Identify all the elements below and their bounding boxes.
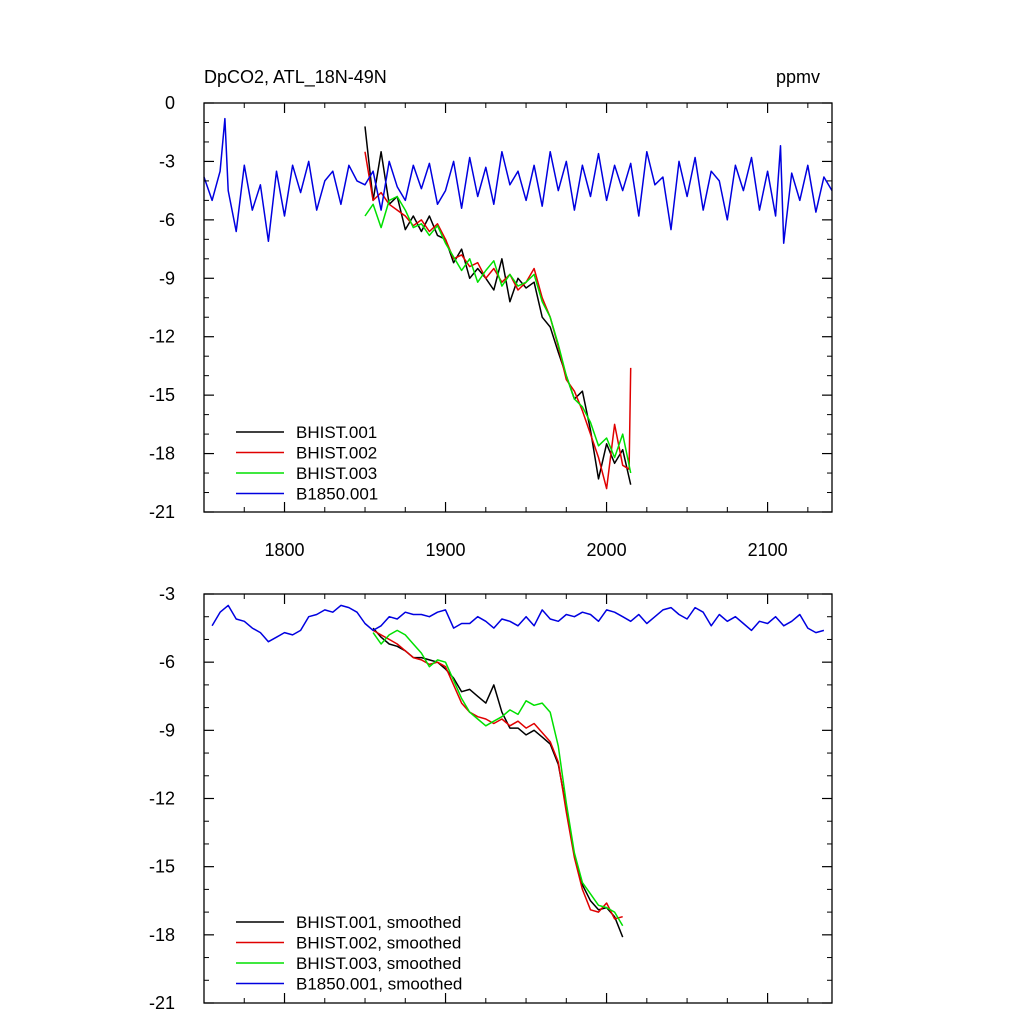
series-layer bbox=[203, 117, 833, 490]
legend-entry-label: BHIST.002, smoothed bbox=[296, 934, 461, 953]
legend-entry-label: B1850.001, smoothed bbox=[296, 975, 462, 994]
legend-entry-label: BHIST.002 bbox=[296, 444, 377, 463]
legend-entry-label: BHIST.003, smoothed bbox=[296, 954, 461, 973]
legend-entry-label: BHIST.003 bbox=[296, 464, 377, 483]
y-tick-label: -6 bbox=[159, 652, 175, 672]
legend-entry-label: BHIST.001, smoothed bbox=[296, 913, 461, 932]
y-tick-label: -21 bbox=[149, 993, 175, 1013]
y-tick-label: -18 bbox=[149, 925, 175, 945]
y-tick-label: -12 bbox=[149, 327, 175, 347]
series-line-3 bbox=[364, 195, 632, 474]
legend-entry-label: B1850.001 bbox=[296, 485, 378, 504]
y-tick-label: -9 bbox=[159, 720, 175, 740]
series-layer bbox=[211, 604, 825, 938]
y-tick-label: -15 bbox=[149, 857, 175, 877]
ticks-layer: 1800 1900 2000 2100 0 -3 -6 -9 -12 -15 -18 -21 bbox=[149, 93, 832, 560]
y-tick-label: -3 bbox=[159, 584, 175, 604]
bottom-panel: -3-6-9-12-15-18-21 BHIST.001, smoothedBH… bbox=[149, 584, 833, 1013]
series-line-4 bbox=[211, 604, 825, 643]
x-tick-label: 2000 bbox=[587, 540, 627, 560]
y-tick-label: -18 bbox=[149, 444, 175, 464]
plot-frame bbox=[203, 102, 833, 513]
y-tick-label: -9 bbox=[159, 268, 175, 288]
ticks-layer: -3 -6 -9 -12 -15 -18 -21 bbox=[149, 584, 832, 1013]
y-tick-label: -6 bbox=[159, 210, 175, 230]
series-line-3 bbox=[372, 629, 624, 927]
x-tick-label: 1800 bbox=[264, 540, 304, 560]
y-tick-label: -3 bbox=[159, 151, 175, 171]
legend: BHIST.001, smoothed BHIST.002, smoothedBH… bbox=[236, 913, 462, 994]
y-tick-label: -12 bbox=[149, 789, 175, 809]
chart-title: DpCO2, ATL_18N-49N bbox=[204, 67, 387, 88]
y-tick-label: -15 bbox=[149, 385, 175, 405]
legend-entry-label: BHIST.001 bbox=[296, 423, 377, 442]
series-line-4 bbox=[203, 117, 833, 244]
y-tick-label: -21 bbox=[149, 502, 175, 522]
units-label: ppmv bbox=[776, 67, 820, 87]
top-panel: DpCO2, ATL_18N-49N ppmv 1800 1900 2000 2100… bbox=[149, 67, 833, 560]
x-tick-label: 1900 bbox=[426, 540, 466, 560]
series-line-2 bbox=[372, 629, 623, 920]
x-tick-label: 2100 bbox=[748, 540, 788, 560]
y-tick-label: 0 bbox=[165, 93, 175, 113]
